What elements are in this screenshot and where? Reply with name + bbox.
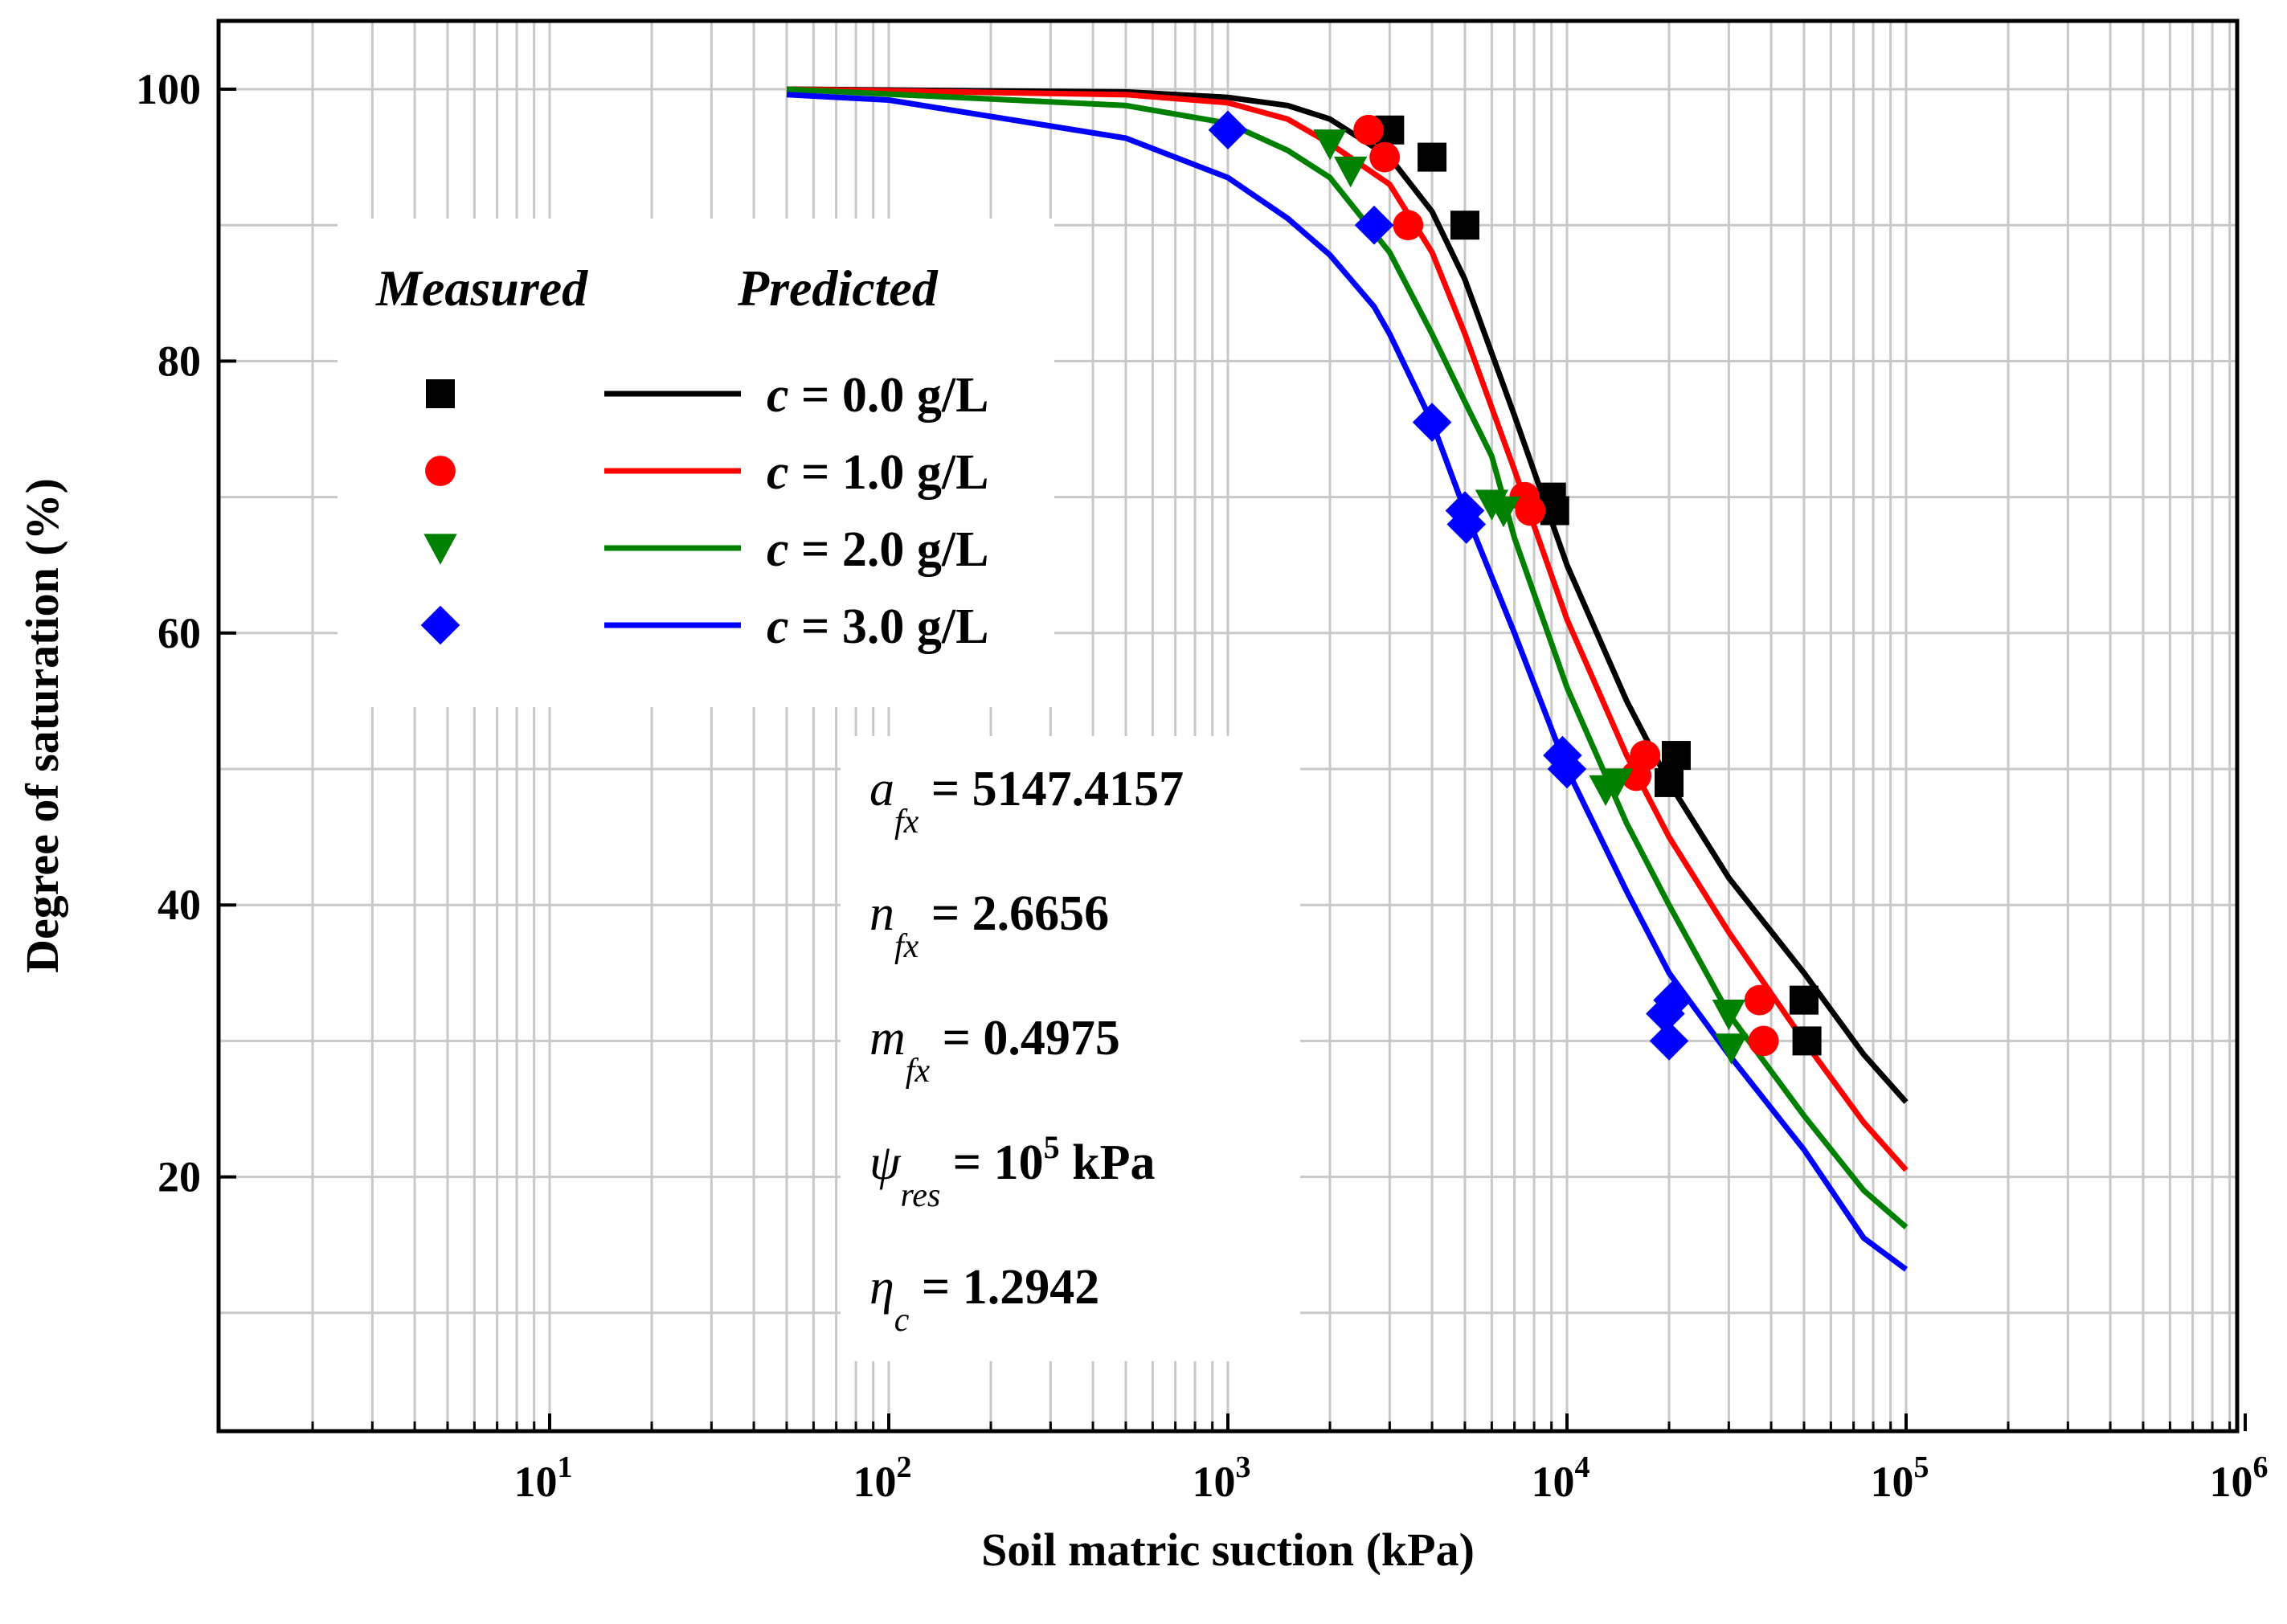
data-point xyxy=(1208,110,1248,150)
legend-predicted-header: Predicted xyxy=(737,260,939,317)
parameter-line: ψres = 105 kPa xyxy=(869,1129,1156,1214)
parameter-line: mfx = 0.4975 xyxy=(869,1011,1120,1090)
data-point xyxy=(1412,403,1452,442)
legend-label: c = 1.0 g/L xyxy=(767,445,988,500)
plot-frame xyxy=(216,18,2240,1434)
legend: Measured Predicted c = 0.0 g/L c = 1.0 g/L c… xyxy=(338,219,1054,707)
y-tick-label: 60 xyxy=(158,609,201,657)
legend-label: c = 2.0 g/L xyxy=(767,522,988,577)
data-point xyxy=(1661,741,1691,771)
y-axis-title: Degree of saturation (%) xyxy=(16,478,68,973)
measured-markers xyxy=(1208,110,1822,1065)
data-point xyxy=(1547,749,1587,789)
data-point xyxy=(1418,142,1447,172)
data-point xyxy=(1450,211,1479,240)
data-point xyxy=(1712,999,1746,1031)
data-point xyxy=(1599,768,1634,800)
data-point xyxy=(1333,156,1368,188)
legend-label: c = 0.0 g/L xyxy=(767,368,988,423)
x-tick-label: 104 xyxy=(1532,1450,1590,1506)
parameter-line: afx = 5147.4157 xyxy=(869,762,1184,841)
x-tick-label: 101 xyxy=(514,1450,573,1506)
legend-label: c = 3.0 g/L xyxy=(767,599,988,654)
y-tick-label: 80 xyxy=(158,337,201,385)
data-point xyxy=(1446,505,1487,544)
y-tick-label: 100 xyxy=(136,65,201,113)
x-tick-label: 102 xyxy=(853,1450,912,1506)
data-point xyxy=(1744,984,1775,1016)
data-point xyxy=(1655,767,1684,797)
data-point xyxy=(1369,141,1401,173)
parameter-line: nfx = 2.6656 xyxy=(869,886,1109,965)
data-point xyxy=(1393,210,1424,241)
data-point xyxy=(1653,980,1692,1020)
data-point xyxy=(1354,205,1394,245)
x-tick-label: 105 xyxy=(1871,1450,1929,1506)
legend-marker xyxy=(423,534,457,565)
predicted-curve xyxy=(786,92,1909,1272)
legend-measured-header: Measured xyxy=(375,260,588,317)
predicted-curve xyxy=(786,86,1909,1104)
data-point xyxy=(1714,1033,1749,1065)
parameter-box: afx = 5147.4157 nfx = 2.6656 mfx = 0.4975 ψ… xyxy=(841,736,1300,1361)
y-tick-label: 20 xyxy=(158,1153,201,1201)
y-tick-label: 40 xyxy=(158,881,201,929)
x-tick-label: 103 xyxy=(1193,1450,1251,1506)
data-point xyxy=(1515,495,1546,526)
data-point xyxy=(1748,1025,1779,1057)
data-point xyxy=(1789,985,1819,1015)
x-tick-label: 106 xyxy=(2210,1450,2269,1506)
data-point xyxy=(1649,1021,1689,1061)
data-point xyxy=(1630,740,1661,771)
data-point xyxy=(1353,114,1385,145)
legend-marker xyxy=(425,456,456,486)
data-point xyxy=(1792,1026,1822,1056)
data-point xyxy=(1487,496,1520,528)
data-point xyxy=(1646,994,1685,1033)
parameter-line: ηc = 1.2942 xyxy=(869,1260,1099,1339)
legend-marker xyxy=(426,379,455,408)
legend-marker xyxy=(420,605,460,645)
data-point xyxy=(1313,129,1347,161)
parameter-box-bg xyxy=(841,736,1300,1361)
x-axis-title: Soil matric suction (kPa) xyxy=(981,1524,1475,1576)
